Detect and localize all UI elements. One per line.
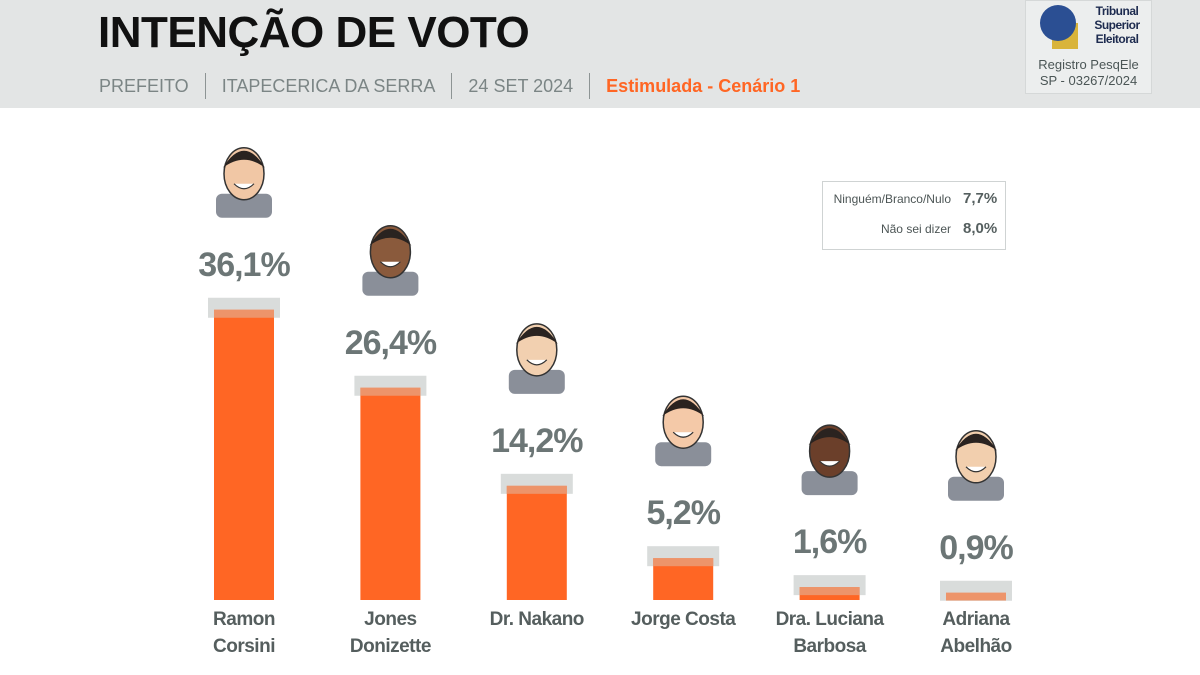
portrait-smile bbox=[672, 431, 694, 438]
bar-cap-overlay bbox=[214, 309, 274, 318]
bar-cap-overlay bbox=[653, 558, 714, 567]
portrait-hair bbox=[515, 326, 558, 344]
portrait-smile bbox=[965, 466, 987, 473]
portrait-hair bbox=[369, 228, 412, 246]
separator bbox=[204, 73, 206, 99]
bar bbox=[214, 309, 274, 600]
other-label: Não sei dizer bbox=[880, 221, 951, 236]
category-label: Jones Donizette bbox=[349, 609, 432, 657]
source-registry: Registro PesqEle bbox=[1038, 57, 1139, 72]
subtitle-part: 24 SET 2024 bbox=[468, 75, 574, 96]
other-value: 8,0% bbox=[963, 220, 998, 237]
category-label: Adriana Abelhão bbox=[940, 609, 1012, 657]
scenario: Estimulada - Cenário 1 bbox=[606, 75, 801, 96]
other-value: 7,7% bbox=[963, 190, 998, 207]
portrait-smile bbox=[526, 359, 548, 366]
others-box: Ninguém/Branco/Nulo 7,7% Não sei dizer 8,0% bbox=[822, 181, 1006, 250]
chart-title: INTENÇÃO DE VOTO bbox=[98, 8, 530, 57]
subtitle: PREFEITO ITAPECERICA DA SERRA 24 SET 202… bbox=[99, 73, 800, 99]
portrait-hair bbox=[808, 428, 851, 446]
portrait-body bbox=[948, 476, 1004, 501]
value-label: 5,2% bbox=[646, 494, 721, 533]
value-label: 1,6% bbox=[792, 523, 868, 562]
source-code: SP - 03267/2024 bbox=[1039, 73, 1138, 88]
portrait-body bbox=[801, 471, 858, 496]
portrait-hair bbox=[223, 150, 265, 168]
value-label: 36,1% bbox=[198, 245, 290, 284]
portrait-hair bbox=[955, 433, 997, 451]
portrait-smile bbox=[819, 460, 841, 467]
subtitle-part: PREFEITO bbox=[99, 75, 189, 96]
bar-cap-overlay bbox=[506, 485, 567, 494]
bar bbox=[360, 387, 421, 600]
other-row: Ninguém/Branco/Nulo 7,7% bbox=[833, 190, 998, 207]
bar-cap-overlay bbox=[799, 587, 860, 596]
value-label: 0,9% bbox=[939, 528, 1014, 567]
portrait-smile bbox=[379, 261, 401, 268]
other-label: Ninguém/Branco/Nulo bbox=[833, 191, 951, 206]
category-label: Dr. Nakano bbox=[489, 609, 585, 630]
tse-logo bbox=[1040, 5, 1078, 49]
category-label: Jorge Costa bbox=[631, 609, 736, 630]
portrait-smile bbox=[233, 183, 255, 190]
category-label: Ramon Corsini bbox=[213, 609, 275, 657]
separator bbox=[589, 73, 591, 99]
bar-cap-overlay bbox=[360, 387, 421, 396]
portrait-hair bbox=[662, 399, 705, 417]
category-label: Dra. Luciana Barbosa bbox=[775, 609, 885, 657]
value-label: 14,2% bbox=[491, 421, 583, 460]
source-name: Tribunal Superior Eleitoral bbox=[1094, 4, 1140, 46]
portrait-body bbox=[362, 271, 419, 296]
header: INTENÇÃO DE VOTO PREFEITO ITAPECERICA DA… bbox=[0, 0, 1200, 108]
bar bbox=[506, 485, 567, 600]
other-row: Não sei dizer 8,0% bbox=[880, 220, 998, 237]
portrait-body bbox=[216, 193, 272, 218]
source-box: Tribunal Superior Eleitoral Registro Pes… bbox=[1025, 0, 1152, 94]
subtitle-part: ITAPECERICA DA SERRA bbox=[221, 75, 436, 96]
portrait-body bbox=[508, 369, 565, 394]
portrait-body bbox=[655, 442, 712, 467]
separator bbox=[451, 73, 453, 99]
value-label: 26,4% bbox=[344, 323, 437, 362]
bar-cap-overlay bbox=[946, 592, 1006, 601]
